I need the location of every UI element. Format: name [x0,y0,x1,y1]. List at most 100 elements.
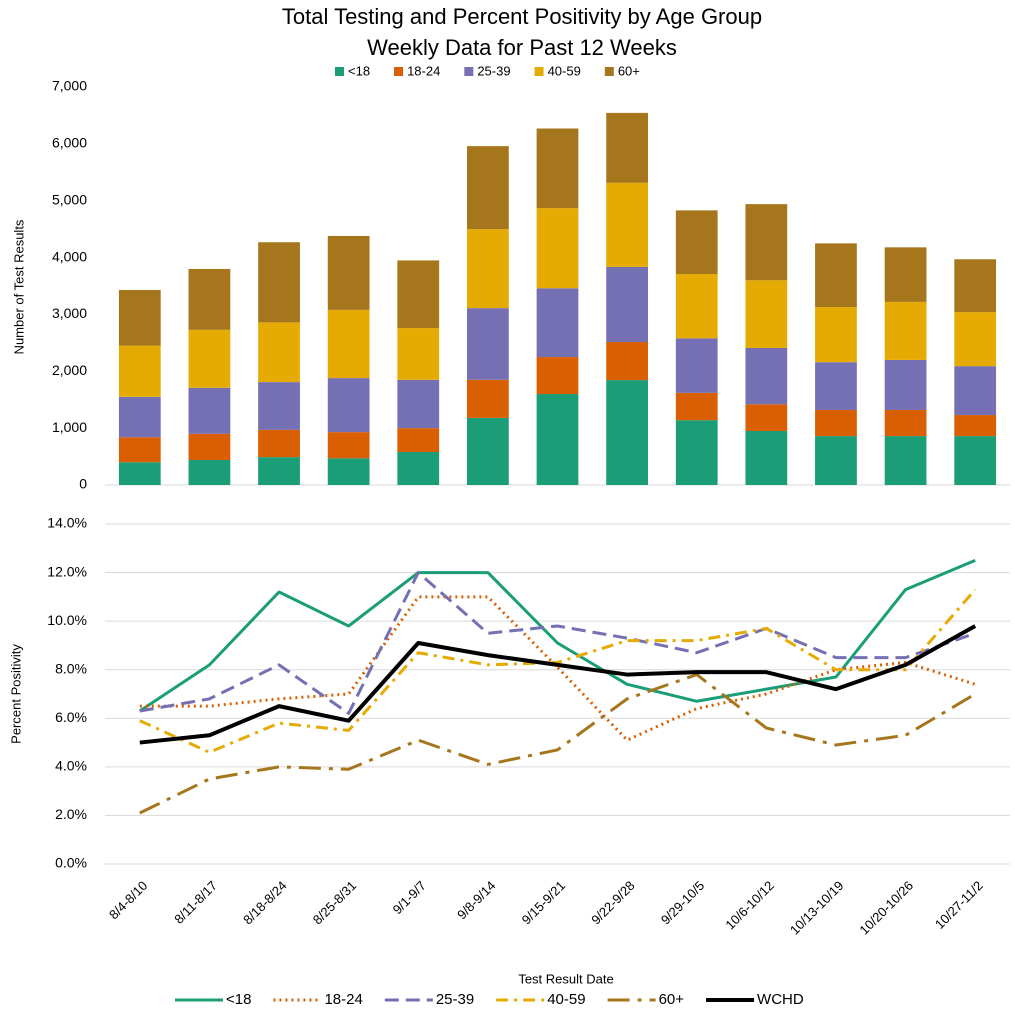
x-tick-label: 9/22-9/28 [588,878,637,927]
y-tick-label: 3,000 [52,305,87,321]
bar-segment [675,420,718,485]
bar-segment [745,404,788,431]
y-tick-label: 12.0% [47,563,87,579]
bar-segment [467,379,509,418]
bar-segment [675,274,718,339]
bar-segment [884,359,927,410]
bar-segment [536,357,579,395]
bar-segment [745,280,788,348]
legend-label: 25-39 [477,63,510,78]
bar-segment [884,436,927,485]
legend-label: 18-24 [324,991,362,1008]
bar-segment [954,366,997,416]
bar-segment [675,338,718,393]
bar-segment [815,243,857,308]
bar-segment [397,428,440,453]
bar-segment [536,128,579,209]
y-axis-title: Percent Positivity [8,644,23,744]
y-tick-label: 6.0% [55,709,87,725]
bar-segment [745,204,788,281]
bar-segment [467,417,509,485]
y-tick-label: 0 [79,476,87,492]
legend-swatch [394,67,404,76]
bar-segment [258,429,300,458]
y-tick-label: 6,000 [52,135,87,151]
bar-segment [397,260,440,329]
y-tick-label: 14.0% [47,515,87,531]
bar-segment [188,329,231,388]
bar-segment [745,430,788,485]
legend-swatch [335,67,344,76]
legend-swatch [604,67,614,76]
y-tick-label: 2,000 [52,362,87,378]
bar-segment [536,288,579,358]
legend-label: 60+ [659,991,685,1008]
bar-segment [188,387,231,434]
x-tick-label: 8/25-8/31 [310,878,359,927]
bar-segment [118,345,161,397]
y-tick-label: 7,000 [52,78,87,94]
bar-segment [884,409,927,437]
bar-segment [467,229,509,309]
bar-segment [884,247,927,302]
x-tick-label: 10/20-10/26 [856,878,916,938]
bar-segment [815,409,857,437]
bar-segment [536,208,579,289]
legend-swatch [464,67,474,76]
bar-segment [188,459,231,485]
legend-label: WCHD [757,991,804,1008]
y-tick-label: 8.0% [55,660,87,676]
bar-segment [536,394,579,485]
x-tick-label: 8/18-8/24 [240,878,289,927]
y-tick-label: 0.0% [55,855,87,871]
y-tick-label: 4,000 [52,248,87,264]
bar-segment [118,437,161,463]
bar-segment [118,396,161,438]
bar-segment [327,309,370,379]
bar-segment [397,452,440,485]
bar-segment [258,242,300,323]
x-tick-label: 10/6-10/12 [722,878,777,933]
x-tick-label: 9/29-10/5 [658,878,707,927]
bar-segment [815,436,857,485]
bar-segment [675,210,718,275]
bar-segment [327,235,370,310]
bar-segment [954,415,997,437]
bar-segment [606,266,648,343]
x-tick-label: 8/11-8/17 [171,878,220,927]
y-tick-label: 2.0% [55,806,87,822]
chart-title: Total Testing and Percent Positivity by … [282,4,762,29]
y-tick-label: 5,000 [52,191,87,207]
line-series [139,588,977,754]
bar-segment [815,362,857,410]
bar-segment [397,379,440,429]
legend-label: 60+ [618,63,640,78]
legend-label: <18 [226,991,251,1008]
bar-segment [954,259,997,313]
bar-segment [675,392,718,421]
bar-segment [258,322,300,383]
bar-segment [327,378,370,433]
y-tick-label: 1,000 [52,419,87,435]
legend-label: 40-59 [547,991,585,1008]
line-series [139,624,977,745]
legend-label: 40-59 [548,63,581,78]
line-series [139,595,976,742]
bar-segment [467,146,509,230]
bar-segment [397,328,440,380]
y-axis-title: Number of Test Results [11,219,26,354]
x-tick-label: 9/1-9/7 [390,878,429,917]
bar-segment [884,301,927,360]
bar-segment [606,182,648,267]
y-tick-label: 4.0% [55,758,87,774]
line-series [139,571,976,715]
legend-swatch [534,67,544,76]
x-tick-label: 9/8-9/14 [454,878,498,922]
chart-subtitle: Weekly Data for Past 12 Weeks [367,35,677,60]
bar-segment [606,342,648,381]
legend-label: 25-39 [436,991,474,1008]
legend-label: 18-24 [407,63,440,78]
x-tick-label: 10/13-10/19 [787,878,847,938]
bar-segment [606,112,648,183]
